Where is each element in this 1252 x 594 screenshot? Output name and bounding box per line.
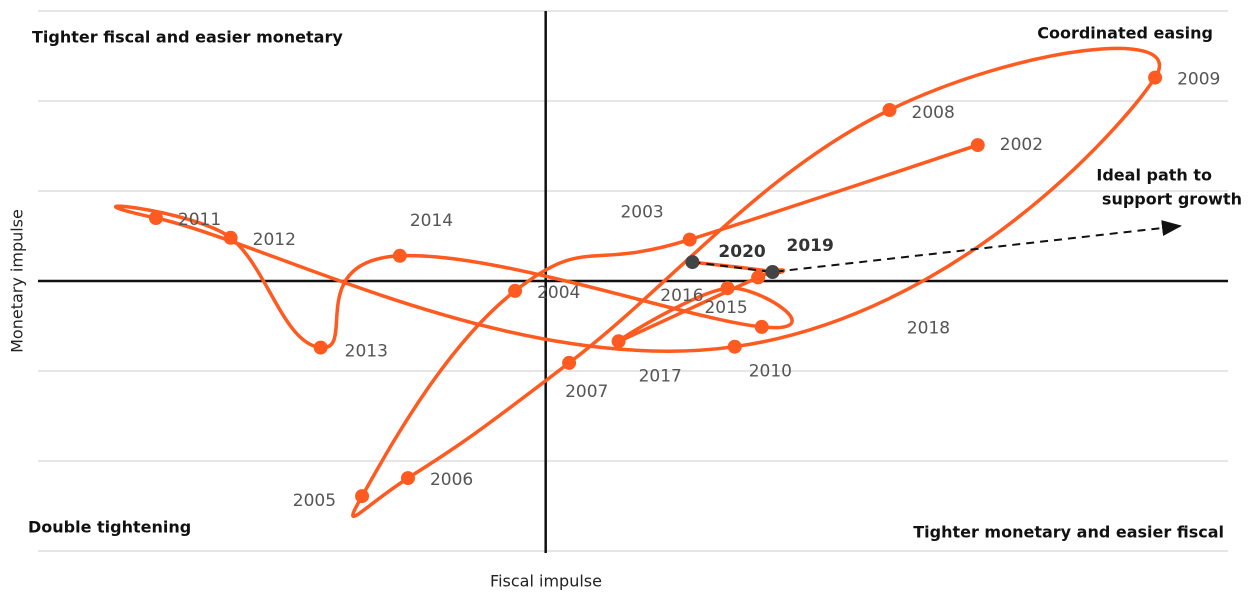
point: [970, 138, 985, 153]
point: [392, 248, 407, 263]
point: [611, 334, 626, 349]
quadrant-label: Tighter monetary and easier fiscal: [913, 523, 1224, 542]
point: [508, 283, 523, 298]
point-label: 2006: [430, 470, 473, 490]
point: [685, 255, 700, 270]
point-label: 2017: [639, 366, 682, 386]
quadrant-label: Coordinated easing: [1037, 24, 1213, 43]
point-label: 2012: [253, 230, 296, 250]
point: [148, 211, 163, 225]
quadrant-label: Double tightening: [28, 518, 191, 537]
point-label: 2013: [345, 342, 388, 362]
point: [751, 270, 766, 285]
point-label: 2002: [1000, 135, 1043, 155]
point: [720, 281, 735, 296]
point-label: 2005: [293, 491, 336, 511]
point-label: 2009: [1177, 70, 1220, 90]
quadrant-label: Tighter fiscal and easier monetary: [32, 28, 343, 47]
annotation: support growth: [1102, 190, 1242, 209]
ideal-path: [692, 220, 1182, 274]
x-axis-title: Fiscal impulse: [490, 572, 602, 591]
point: [727, 339, 742, 354]
point: [313, 340, 328, 355]
point: [1148, 70, 1163, 85]
annotation: Ideal path to: [1096, 166, 1212, 185]
point: [562, 355, 577, 370]
line: [113, 46, 1162, 518]
y-axis-title: Monetary impulse: [8, 209, 27, 353]
point: [355, 489, 370, 504]
point-label: 2010: [749, 362, 792, 382]
point-label: 2004: [537, 283, 580, 303]
point-label: 2008: [912, 103, 955, 123]
point-label: 2003: [620, 203, 663, 223]
point: [400, 471, 415, 486]
point-label: 2018: [907, 318, 950, 338]
point: [223, 230, 238, 245]
point: [882, 103, 897, 117]
point-label: 2016: [660, 286, 703, 306]
point-label: 2014: [410, 211, 453, 231]
point: [682, 232, 697, 247]
point-label: 2011: [178, 210, 221, 230]
point: [754, 319, 769, 334]
point-label: 2020: [718, 242, 765, 262]
point-label: 2019: [787, 236, 834, 256]
point: [765, 265, 780, 279]
point-label: 2007: [565, 382, 608, 402]
point-label: 2015: [704, 298, 747, 318]
